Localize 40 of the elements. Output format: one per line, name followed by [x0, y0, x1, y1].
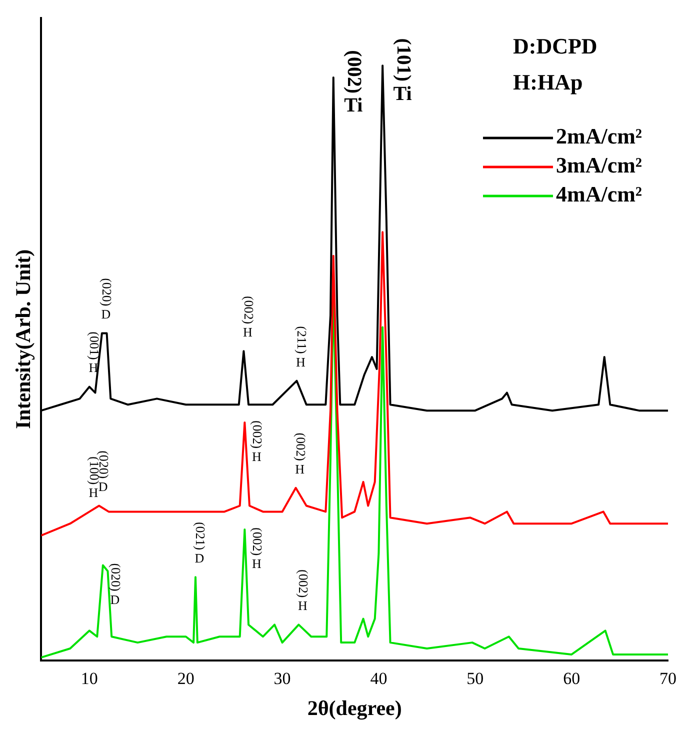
- annotation: (002): [250, 528, 266, 556]
- y-axis-title: Intensity(Arb. Unit): [11, 249, 36, 430]
- annotation: H: [252, 556, 262, 572]
- x-tick-label: 10: [80, 669, 98, 688]
- x-tick-label: 50: [466, 669, 484, 688]
- annotation: (002): [250, 420, 266, 449]
- annotation: H:HAp: [513, 70, 583, 95]
- annotation: D: [194, 550, 204, 566]
- annotation: (021): [193, 522, 208, 550]
- x-tick-label: 20: [177, 669, 194, 688]
- annotation: Ti: [393, 82, 412, 105]
- text: D:DCPD: [513, 34, 598, 59]
- annotation: H: [295, 461, 304, 476]
- x-axis-title: 2θ(degree): [307, 696, 402, 720]
- annotation: D: [101, 306, 111, 322]
- annotation: H: [88, 485, 98, 500]
- annotation: H: [88, 360, 98, 376]
- annotation: (211): [294, 326, 310, 354]
- annotation: D: [98, 479, 108, 494]
- x-tick-label: 30: [274, 669, 291, 688]
- annotation: H: [298, 598, 308, 614]
- annotation: (001): [86, 332, 102, 360]
- legend-label: 3mA/cm²: [556, 152, 642, 178]
- annotation: (002): [296, 570, 312, 598]
- annotation: (002): [241, 296, 256, 324]
- x-tick-label: 40: [370, 669, 388, 688]
- annotation: H: [296, 354, 306, 370]
- legend-label: 2mA/cm²: [556, 124, 642, 149]
- annotation: H: [243, 324, 252, 340]
- annotation: (101): [392, 38, 414, 82]
- annotation: (002): [343, 50, 366, 94]
- annotation: (002): [293, 432, 308, 461]
- legend-label: 4mA/cm²: [556, 182, 642, 207]
- annotation: (020): [108, 563, 124, 592]
- annotation: Ti: [344, 94, 364, 117]
- x-tick-label: 70: [660, 669, 676, 688]
- annotation: H: [252, 449, 262, 464]
- annotation: D: [110, 592, 120, 607]
- annotation: (020): [100, 278, 115, 306]
- x-tick-label: 60: [563, 669, 580, 688]
